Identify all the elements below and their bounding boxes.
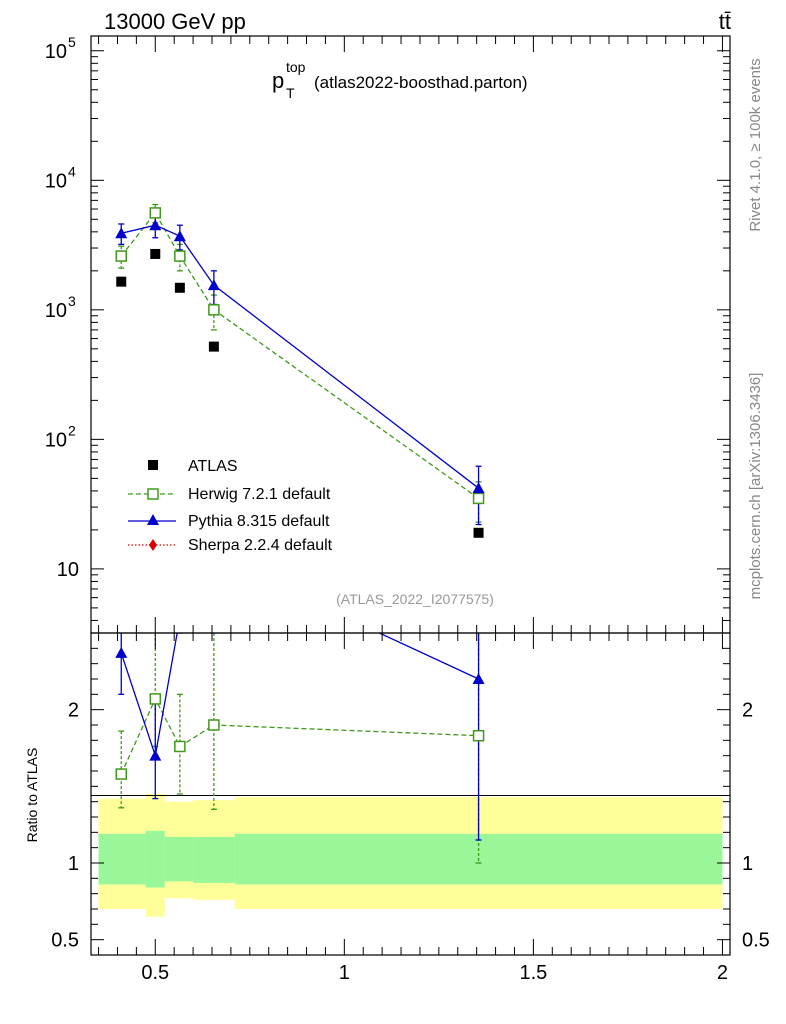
ratio-x-tick-label: 1 bbox=[339, 962, 350, 984]
pythia-ratio-point bbox=[115, 646, 128, 658]
main-y-tick-exponent: 3 bbox=[68, 293, 76, 309]
legend-label-pythia: Pythia 8.315 default bbox=[188, 513, 330, 530]
main-series-layer bbox=[115, 203, 485, 538]
atlas-point bbox=[174, 282, 185, 293]
legend-item-atlas: ATLAS bbox=[148, 458, 238, 475]
herwig-ratio-point bbox=[208, 719, 220, 731]
rivet-label: Rivet 4.1.0, ≥ 100k events bbox=[747, 58, 764, 231]
ratio-ylabel: Ratio to ATLAS bbox=[24, 748, 40, 843]
pythia-ratio-point bbox=[472, 673, 485, 684]
pythia-point bbox=[207, 279, 220, 291]
main-x-ticks bbox=[98, 36, 723, 633]
legend: ATLAS Herwig 7.2.1 default Pythia 8.315 … bbox=[128, 458, 333, 554]
plot-title: p T top (atlas2022-boosthad.parton) bbox=[272, 59, 528, 101]
herwig-point bbox=[174, 250, 186, 262]
pythia-point bbox=[173, 230, 186, 242]
pythia-ratio-point bbox=[149, 749, 162, 761]
ratio-band-green bbox=[98, 833, 146, 885]
pythia-line bbox=[121, 224, 479, 489]
title-subscript: T bbox=[286, 85, 295, 101]
atlas-point bbox=[473, 527, 484, 538]
herwig-point bbox=[472, 492, 485, 505]
title-superscript: top bbox=[286, 59, 306, 75]
herwig-point bbox=[208, 304, 220, 316]
herwig-ratio-line bbox=[120, 697, 479, 775]
title-rest: (atlas2022-boosthad.parton) bbox=[314, 73, 528, 92]
ratio-series-layer bbox=[115, 633, 485, 864]
herwig-point bbox=[115, 250, 127, 262]
herwig-point bbox=[149, 207, 162, 219]
legend-item-herwig: Herwig 7.2.1 default bbox=[128, 486, 331, 503]
ratio-band-green bbox=[145, 830, 165, 888]
main-y-tick-exponent: 5 bbox=[68, 34, 76, 50]
legend-item-sherpa: Sherpa 2.2.4 default bbox=[128, 537, 333, 554]
ratio-bands-layer bbox=[98, 794, 723, 917]
ratio-y-axis: 0.5 0.5 1 1 2 2 bbox=[51, 647, 770, 956]
process-label: tt̄ bbox=[719, 9, 731, 34]
ratio-y-tick-label-left: 1 bbox=[68, 853, 79, 875]
ratio-y-tick-label-left: 2 bbox=[68, 700, 79, 722]
main-y-tick-exponent: 2 bbox=[68, 422, 76, 438]
herwig-ratio-point bbox=[472, 729, 485, 742]
atlas-point bbox=[150, 248, 161, 259]
legend-marker-atlas bbox=[148, 460, 158, 470]
ratio-y-tick-label-right: 1 bbox=[742, 853, 753, 875]
ratio-panel: 0.5 0.5 1 1 2 2 0.5 1 1.5 2 Ratio to ATLAS bbox=[24, 632, 770, 984]
pythia-point bbox=[115, 227, 128, 239]
ratio-y-tick-label-right: 2 bbox=[742, 700, 753, 722]
title-main: p bbox=[272, 68, 284, 93]
main-y-tick-label: 10 bbox=[57, 559, 79, 581]
main-y-tick-label: 10 bbox=[45, 300, 67, 322]
pythia-point bbox=[149, 219, 162, 231]
herwig-ratio-point bbox=[174, 740, 186, 753]
legend-label-sherpa: Sherpa 2.2.4 default bbox=[188, 537, 333, 554]
main-y-tick-label: 10 bbox=[45, 429, 67, 451]
ratio-band-green bbox=[193, 836, 235, 883]
atlas-point bbox=[208, 341, 219, 352]
ratio-x-tick-label: 1.5 bbox=[519, 962, 547, 984]
herwig-ratio-point bbox=[149, 693, 162, 705]
legend-label-herwig: Herwig 7.2.1 default bbox=[188, 486, 331, 503]
main-y-tick-label: 10 bbox=[45, 41, 67, 63]
legend-item-pythia: Pythia 8.315 default bbox=[128, 513, 330, 530]
main-y-tick-exponent: 4 bbox=[68, 163, 76, 179]
mcplots-label: mcplots.cern.ch [arXiv:1306.3436] bbox=[747, 373, 764, 600]
legend-marker-sherpa bbox=[149, 539, 157, 551]
pythia-ratio-line bbox=[120, 633, 479, 756]
ratio-series-clipped bbox=[115, 633, 485, 864]
legend-marker-pythia bbox=[147, 514, 159, 525]
main-frame bbox=[90, 35, 731, 634]
atlas-point bbox=[116, 276, 127, 287]
herwig-ratio-point bbox=[115, 768, 127, 780]
pythia-point bbox=[472, 482, 485, 494]
analysis-label: (ATLAS_2022_I2077575) bbox=[336, 591, 494, 607]
ratio-x-tick-label: 0.5 bbox=[141, 962, 169, 984]
legend-label-atlas: ATLAS bbox=[188, 458, 238, 475]
ratio-y-tick-label-left: 0.5 bbox=[51, 930, 79, 952]
legend-marker-herwig bbox=[147, 488, 159, 500]
ratio-frame bbox=[90, 632, 731, 956]
ratio-x-tick-label: 2 bbox=[717, 962, 728, 984]
ratio-band-green bbox=[164, 836, 194, 882]
ratio-x-axis: 0.5 1 1.5 2 bbox=[98, 633, 728, 984]
energy-label: 13000 GeV pp bbox=[104, 9, 246, 34]
main-y-tick-label: 10 bbox=[45, 170, 67, 192]
ratio-y-tick-label-right: 0.5 bbox=[742, 930, 770, 952]
